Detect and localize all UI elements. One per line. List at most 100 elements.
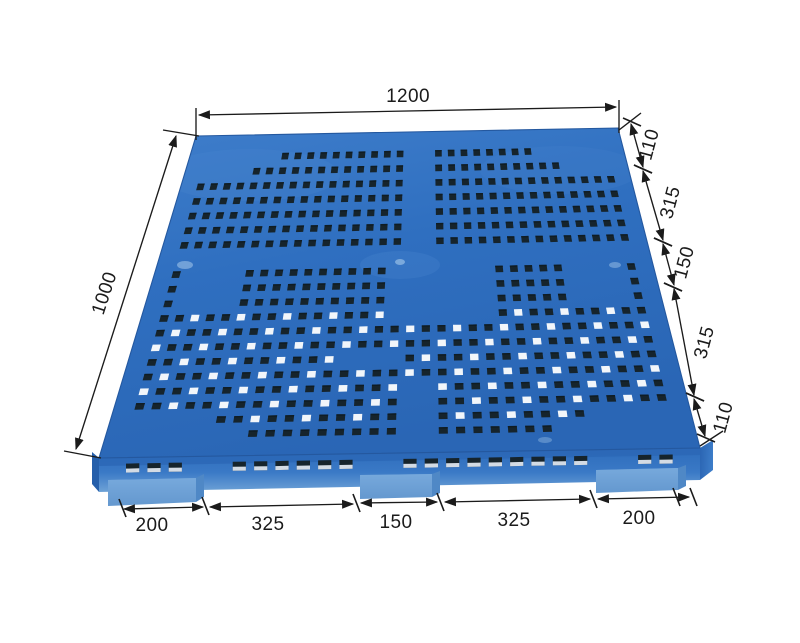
vent-hole [185, 402, 196, 409]
vent-hole [514, 177, 523, 185]
vent-hole [621, 307, 631, 314]
vent-hole [489, 192, 497, 200]
vent-hole [611, 336, 622, 344]
vent-hole [306, 370, 316, 378]
vent-hole [630, 277, 640, 285]
vent-hole [603, 219, 612, 227]
vent-hole-bevel [574, 410, 584, 412]
vent-hole [322, 239, 331, 247]
vent-hole [317, 429, 327, 436]
vent-hole [366, 224, 374, 231]
vent-hole-bevel [227, 226, 235, 229]
vent-hole [521, 235, 530, 243]
vent-hole [311, 210, 320, 218]
vent-hole [512, 294, 522, 302]
vent-hole-bevel [305, 385, 315, 388]
vent-hole [238, 386, 249, 394]
vent-hole-bevel [538, 162, 546, 165]
vent-hole-bevel [318, 166, 326, 169]
vent-hole-bevel [544, 308, 553, 311]
vent-hole [273, 196, 282, 204]
vent-hole-bevel [369, 180, 377, 182]
vent-hole-bevel [606, 395, 616, 397]
vent-hole-bevel [421, 325, 430, 327]
vent-hole-bevel [371, 151, 379, 153]
vent-hole [308, 239, 317, 247]
vent-hole-bevel [553, 264, 562, 267]
vent-hole-bevel [258, 284, 267, 286]
vent-hole-bevel [333, 151, 340, 154]
vent-hole-bevel [250, 328, 259, 330]
vent-hole [336, 239, 345, 246]
pallet-body [92, 127, 713, 506]
vent-hole [354, 195, 362, 202]
vent-hole [188, 387, 199, 395]
vent-hole [317, 283, 326, 290]
vent-hole [202, 329, 212, 336]
vent-hole [564, 337, 574, 344]
vent-hole [606, 307, 616, 315]
vent-hole-bevel [206, 387, 216, 389]
vent-hole [507, 236, 515, 243]
vent-hole-bevel [630, 277, 639, 280]
vent-hole [484, 324, 493, 331]
vent-hole-bevel [555, 395, 565, 398]
vent-hole-bevel [533, 221, 541, 223]
vent-hole [518, 352, 528, 360]
vent-hole [396, 165, 404, 172]
vent-hole-bevel [475, 193, 483, 195]
vent-hole [371, 384, 381, 392]
vent-hole [382, 180, 390, 187]
vent-hole-bevel [435, 193, 443, 196]
vent-hole [289, 269, 298, 276]
vent-hole [296, 327, 306, 335]
vent-hole-bevel [617, 365, 627, 368]
vent-hole-bevel [603, 219, 611, 222]
vent-hole [344, 312, 354, 319]
vent-hole-bevel [303, 400, 313, 402]
vent-hole [633, 365, 644, 372]
vent-hole-bevel [326, 341, 335, 343]
vent-hole-bevel [509, 265, 518, 267]
vent-hole-bevel [435, 179, 443, 181]
vent-hole-bevel [253, 401, 263, 403]
vent-hole [273, 371, 284, 379]
vent-hole-bevel [656, 394, 666, 396]
vent-hole-bevel [216, 212, 225, 214]
front-face-slot-highlight [446, 463, 460, 468]
pallet-right-face [700, 440, 713, 480]
vent-hole-bevel [448, 164, 455, 166]
vent-hole-bevel [233, 197, 242, 199]
vent-hole-bevel [260, 357, 270, 359]
vent-hole-bevel [491, 221, 499, 224]
vent-hole-bevel [287, 196, 295, 198]
vent-hole [227, 357, 238, 365]
vent-hole [335, 414, 346, 421]
vent-hole-bevel [144, 373, 153, 376]
vent-hole-bevel [593, 176, 601, 178]
vent-hole-bevel [224, 183, 232, 185]
dimension-bottom-seg-200-left: 200 [122, 502, 205, 536]
vent-hole-bevel [561, 220, 569, 223]
vent-hole [389, 340, 399, 347]
vent-hole-bevel [195, 241, 203, 244]
vent-hole [538, 162, 547, 170]
pallet-left-face [92, 452, 99, 492]
vent-hole [437, 325, 446, 332]
vent-hole [462, 193, 470, 200]
vent-hole [243, 357, 254, 365]
vent-hole [511, 148, 519, 156]
vent-hole-bevel [484, 324, 493, 326]
vent-hole [549, 235, 558, 243]
vent-hole-bevel [487, 163, 494, 166]
vent-hole [584, 366, 595, 373]
vent-hole-bevel [394, 223, 402, 226]
vent-hole-bevel [610, 190, 618, 193]
vent-hole-bevel [542, 293, 551, 296]
vent-hole [516, 338, 526, 345]
vent-hole [243, 211, 252, 219]
vent-hole-bevel [613, 205, 621, 207]
vent-hole [267, 225, 277, 233]
vent-hole-bevel [217, 416, 227, 418]
vent-hole [278, 342, 288, 349]
